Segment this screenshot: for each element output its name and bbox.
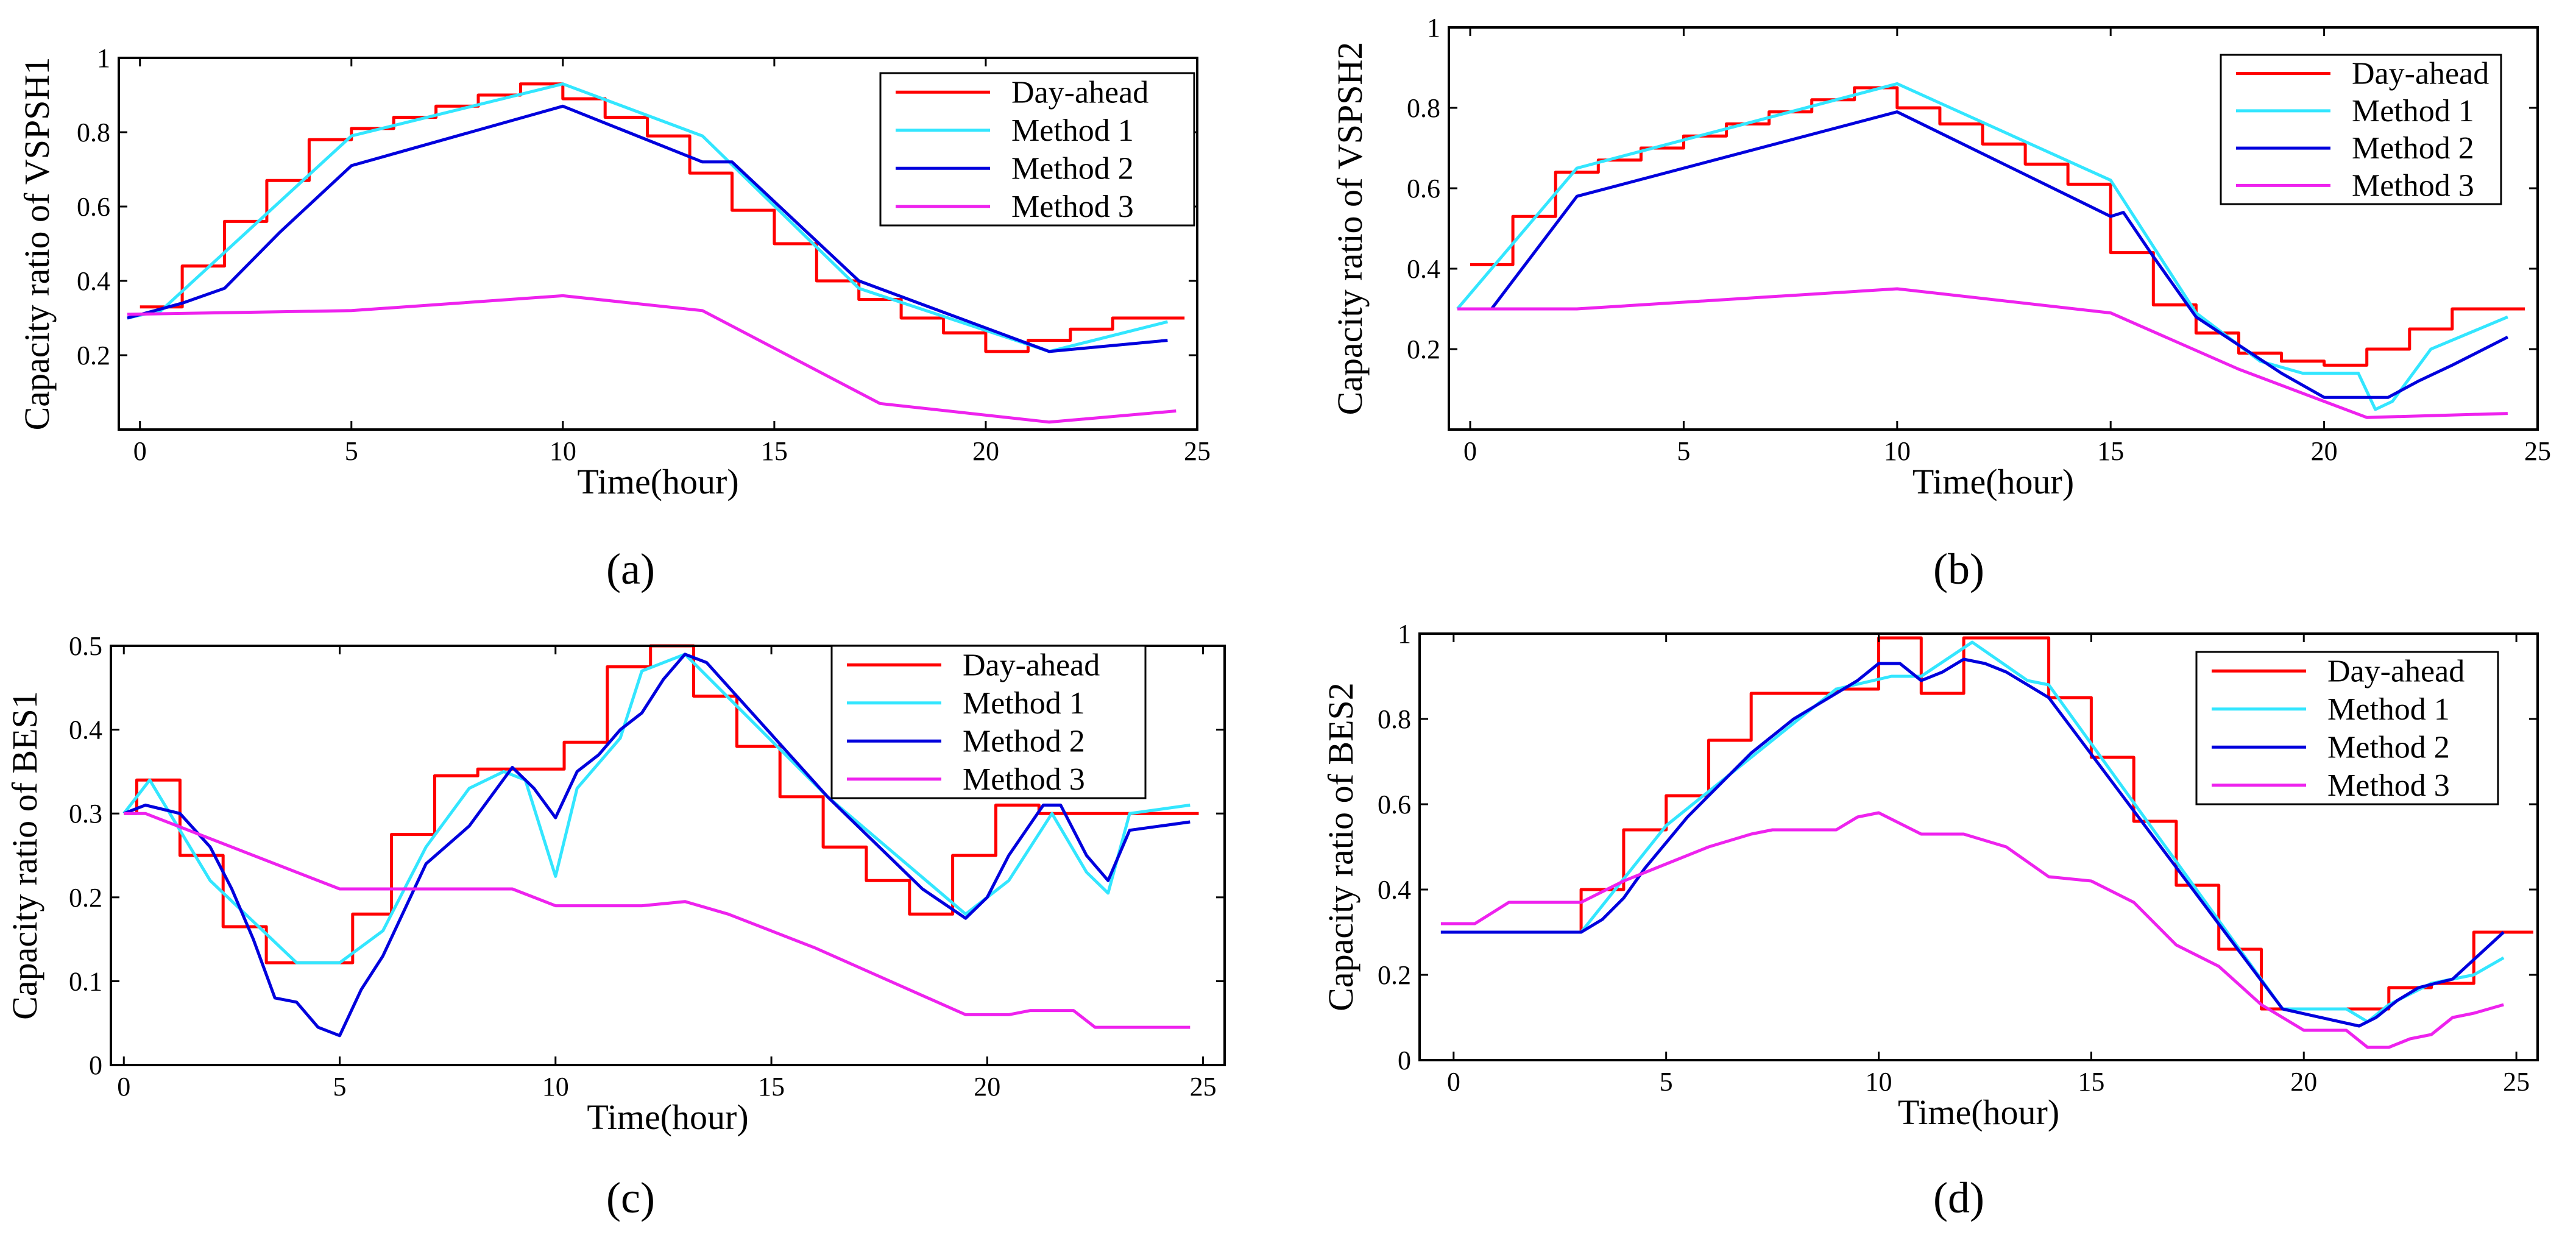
y-tick-label: 0.6 [77, 192, 110, 222]
series-line-method-2 [1457, 110, 2509, 399]
legend-box [879, 72, 1195, 227]
legend-label: Day-ahead [1011, 75, 1148, 110]
series-line-day-ahead [1470, 86, 2525, 367]
y-tick-label: 0.2 [1407, 334, 1440, 364]
y-tick-label: 0.2 [77, 341, 110, 370]
legend-box [2195, 651, 2499, 805]
x-tick-label: 20 [972, 436, 999, 466]
legend-label: Method 3 [2352, 168, 2474, 203]
y-tick-label: 1 [97, 43, 110, 73]
y-tick-label: 0 [89, 1050, 102, 1080]
y-tick-label: 0.6 [1378, 790, 1411, 819]
legend-label: Day-ahead [2352, 57, 2489, 91]
plot-frame [1448, 26, 2539, 431]
legend-label: Method 2 [963, 724, 1085, 759]
x-tick-label: 20 [974, 1072, 1000, 1102]
x-tick-label: 25 [1190, 1072, 1217, 1102]
x-tick-label: 15 [761, 436, 788, 466]
panel-b: 0 5 10 15 20 25 0.2 0.4 0.6 0.8 1 Time(hour) Capacit… [1330, 13, 2551, 501]
panel-c: 0 5 10 15 20 25 0 0.1 0.2 0.3 0.4 0.5 Time(hour) Capa… [5, 631, 1226, 1137]
legend-label: Method 1 [2327, 692, 2450, 727]
y-tick-label: 0.8 [1378, 704, 1411, 734]
x-tick-label: 0 [133, 436, 147, 466]
y-axis-label: Capacity ratio of BES1 [5, 691, 44, 1020]
x-tick-label: 5 [345, 436, 358, 466]
legend-label: Method 1 [963, 686, 1085, 721]
panel-d: 0 5 10 15 20 25 0 0.2 0.4 0.6 0.8 1 Time(hour) Capaci… [1321, 619, 2539, 1132]
caption-b: (b) [1933, 545, 1984, 593]
legend-label: Method 2 [1011, 151, 1134, 186]
x-tick-label: 0 [117, 1072, 130, 1102]
x-tick-label: 10 [542, 1072, 569, 1102]
legend-label: Method 3 [2327, 768, 2450, 803]
y-tick-label: 0.4 [1378, 875, 1411, 905]
panel-a: 0 5 10 15 20 25 0.2 0.4 0.6 0.8 1 Time(hour) Capacit… [17, 43, 1211, 501]
caption-a: (a) [606, 545, 655, 593]
x-axis-label: Time(hour) [587, 1097, 748, 1137]
plot-frame [1418, 632, 2539, 1061]
y-tick-label: 0.1 [69, 966, 102, 996]
x-tick-label: 0 [1447, 1067, 1460, 1097]
x-tick-label: 15 [2097, 436, 2124, 466]
y-tick-label: 0 [1398, 1046, 1411, 1075]
series-line-method-3 [1457, 287, 2508, 419]
x-tick-label: 25 [2503, 1067, 2530, 1097]
legend-label: Day-ahead [2327, 654, 2465, 688]
y-axis-label: Capacity ratio of VSPSH2 [1330, 42, 1370, 416]
x-tick-label: 5 [1677, 436, 1690, 466]
x-tick-label: 15 [758, 1072, 785, 1102]
series-line-method-1 [122, 653, 1191, 964]
x-tick-label: 25 [1184, 436, 1211, 466]
plot-frame [110, 645, 1226, 1066]
plot-frame [118, 57, 1198, 431]
legend-label: Day-ahead [963, 648, 1100, 682]
series-line-method-2 [127, 104, 1168, 353]
y-tick-label: 0.8 [77, 118, 110, 147]
y-tick-label: 0.8 [1407, 93, 1440, 123]
y-tick-label: 0.2 [1378, 960, 1411, 990]
y-tick-label: 0.4 [69, 715, 102, 745]
caption-c: (c) [606, 1173, 655, 1222]
x-tick-label: 15 [2078, 1067, 2104, 1097]
y-tick-label: 0.5 [69, 631, 102, 661]
legend-box [830, 645, 1147, 799]
y-axis-label: Capacity ratio of BES2 [1321, 682, 1361, 1011]
x-axis-label: Time(hour) [577, 462, 738, 501]
x-tick-label: 10 [1884, 436, 1911, 466]
y-tick-label: 0.4 [1407, 254, 1440, 284]
x-tick-label: 0 [1463, 436, 1477, 466]
x-tick-label: 10 [1866, 1067, 1892, 1097]
caption-d: (d) [1933, 1173, 1984, 1222]
series-line-method-3 [124, 812, 1191, 1029]
x-axis-label: Time(hour) [1898, 1092, 2059, 1132]
series-line-method-3 [127, 294, 1177, 424]
x-tick-label: 20 [2311, 436, 2338, 466]
y-tick-label: 0.3 [69, 799, 102, 829]
y-tick-label: 0.2 [69, 883, 102, 913]
y-tick-label: 0.6 [1407, 174, 1440, 203]
x-axis-label: Time(hour) [1913, 462, 2074, 501]
legend-label: Method 2 [2352, 131, 2474, 166]
legend-label: Method 3 [963, 762, 1085, 797]
x-tick-label: 20 [2290, 1067, 2317, 1097]
x-tick-label: 5 [333, 1072, 347, 1102]
y-axis-label: Capacity ratio of VSPSH1 [17, 57, 57, 431]
legend-label: Method 2 [2327, 730, 2450, 765]
y-tick-label: 0.4 [77, 266, 110, 296]
series-line-day-ahead [140, 82, 1185, 353]
series-line-method-2 [1440, 657, 2505, 1028]
x-tick-label: 25 [2524, 436, 2551, 466]
series-line-method-3 [1440, 811, 2504, 1049]
y-tick-label: 1 [1427, 13, 1440, 43]
y-tick-label: 1 [1398, 619, 1411, 649]
legend-label: Method 1 [1011, 113, 1134, 148]
x-tick-label: 5 [1660, 1067, 1673, 1097]
legend-label: Method 3 [1011, 189, 1134, 224]
x-tick-label: 10 [550, 436, 576, 466]
series-line-method-2 [123, 653, 1191, 1038]
legend-box [2220, 54, 2502, 205]
legend-label: Method 1 [2352, 94, 2474, 129]
